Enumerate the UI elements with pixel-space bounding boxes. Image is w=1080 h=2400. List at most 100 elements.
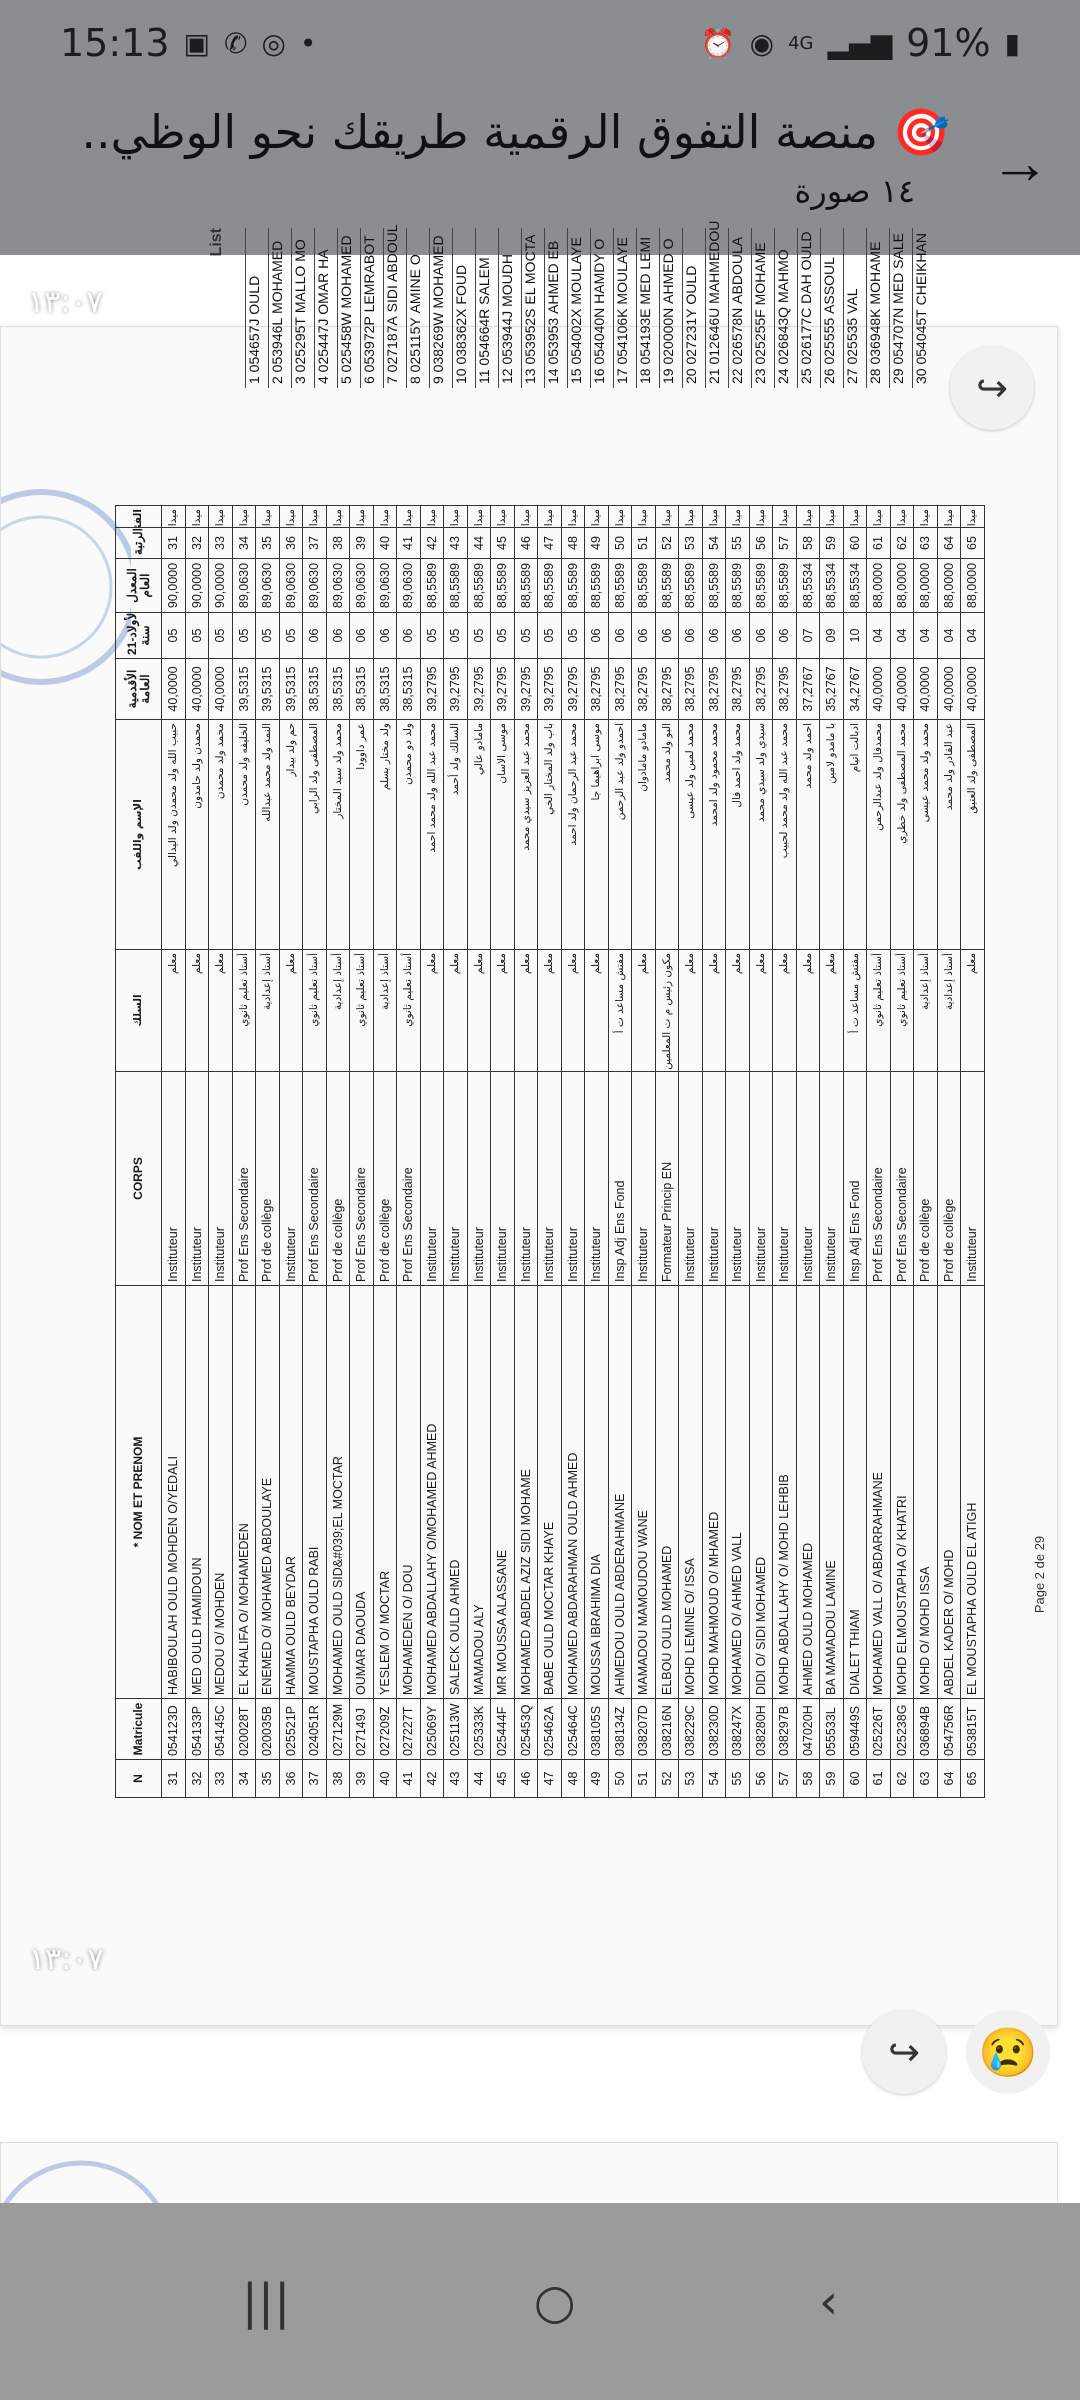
table-cell: 88,5534 [819,558,843,613]
recents-button[interactable]: ||| [241,2273,291,2330]
table-cell: 05 [185,612,209,659]
previous-page-row: 12 053944J MOUDH [498,228,521,388]
table-cell: 05 [161,612,185,659]
navigation-bar: ||| ○ ‹ [0,2203,1080,2400]
table-cell: 06 [584,612,608,659]
previous-page-image[interactable]: 1 054657J OULD 2 053946L MOHAMED 3 025295T… [245,221,935,388]
row-matricule: 053944J [499,310,515,365]
table-cell: 34 [232,527,256,559]
table-cell: 88,5589 [655,558,679,613]
table-row: 43 025113W SALECK OULD AHMED Instituteur معل… [443,505,467,1798]
table-cell: 88,5589 [584,558,608,613]
document-image[interactable]: N Matricule * NOM ET PRENOM CORPS السلك الإسم… [0,326,1058,2026]
table-cell: 56 [749,1759,773,1798]
table-cell: 40,0000 [913,658,937,720]
table-cell: 88,0000 [866,558,890,613]
table-cell: 38,5315 [373,658,397,720]
table-cell: معلم [819,949,843,1072]
table-cell: 04 [960,612,984,659]
table-row: 63 036894B MOHD O/ MOHD ISSA Prof de collèg… [913,505,937,1798]
row-number: 7 [384,372,400,384]
row-name: EL MOCTA [522,234,538,305]
table-row: 32 054133P MED OULD HAMIDOUN Instituteur معل… [185,505,209,1798]
home-button[interactable]: ○ [533,2273,576,2330]
previous-page-row: 23 025255F MOHAME [751,228,774,388]
table-cell: ميداني [937,505,961,528]
table-cell: MOHAMED OULD SID&#039;EL MOCTAR [326,1285,350,1699]
row-matricule: 054045T [913,309,929,365]
table-cell: معلم [796,949,820,1072]
table-cell: Prof de collège [326,1071,350,1286]
table-cell: 05 [232,612,256,659]
table-cell: 63 [913,1759,937,1798]
table-cell: 020028T [232,1698,256,1760]
table-cell: محمد عبد الرحمان ولد احمد [561,719,585,950]
row-name: VAL [844,288,860,314]
table-cell: عمر داوودا [349,719,373,950]
row-name: ABDOULA [729,236,745,304]
table-cell: 05 [514,612,538,659]
table-cell: EL MOUSTAPHA OULD EL ATIGH [960,1285,984,1699]
row-matricule: 026578N [729,307,745,365]
table-cell: حبيب الله ولد محمدن ولد اليدالي [161,719,185,950]
table-cell: 027129M [326,1698,350,1760]
table-cell: MOHD ELMOUSTAPHA O/ KHATRI [890,1285,914,1699]
table-cell: 64 [937,1759,961,1798]
table-cell: 05 [537,612,561,659]
previous-page-row: 14 053953 AHMED EB [544,228,567,388]
arrow-icon[interactable]: → [990,129,1050,196]
row-name: MALLO MO [292,239,308,314]
table-cell: 027227T [396,1698,420,1760]
table-row: 37 024051R MOUSTAPHA OULD RABI Prof Ens Sec… [302,505,326,1798]
alarm-icon: ⏰ [700,26,736,60]
forward-button[interactable]: ↪ [862,2010,946,2094]
table-cell: 053815T [960,1698,984,1760]
table-cell: معلم [749,949,773,1072]
table-cell: 40 [373,527,397,559]
table-cell: ميداني [678,505,702,528]
table-cell: ميداني [960,505,984,528]
row-name: ASSOUL [821,257,837,314]
table-cell: MOHAMED ABDEL AZIZ SIDI MOHAME [514,1285,538,1699]
column-header: المعدل العام [115,558,162,613]
table-row: 34 020028T EL KHALIFA O/ MOHAMEDEN Prof Ens… [232,505,256,1798]
table-cell: 09 [819,612,843,659]
table-cell: Instituteur [279,1071,303,1286]
table-cell: 40 [373,1759,397,1798]
table-cell: 025453Q [514,1698,538,1760]
table-cell: 05 [255,612,279,659]
table-cell: ولد مختار يسلم [373,719,397,950]
forward-button[interactable]: ↪ [950,346,1034,430]
table-cell: 43 [443,1759,467,1798]
row-name: MOULAYE [568,237,584,305]
previous-page-row: 8 025115Y AMINE O [406,228,429,388]
row-name: LEMRABOT [361,235,377,313]
row-matricule: 053952S [522,308,538,365]
table-cell: مكون رئيس م ت المعلمين [655,949,679,1072]
table-cell: 40,0000 [866,658,890,720]
reaction-emoji[interactable]: 😢 [966,2010,1050,2094]
table-cell: 65 [960,527,984,559]
previous-page-row: 4 025447J OMAR HA [314,228,337,388]
table-cell: 59 [819,527,843,559]
table-cell: 62 [890,1759,914,1798]
table-cell: 06 [608,612,632,659]
gallery-icon: ▣ [183,26,210,60]
row-name: OMAR HA [315,249,331,315]
row-matricule: 020000N [660,307,676,365]
back-button[interactable]: ‹ [819,2273,839,2330]
table-cell: 06 [725,612,749,659]
row-number: 20 [683,364,699,384]
table-cell: البو ولد محمد [655,719,679,950]
table-cell: 33 [208,527,232,559]
row-name: FOUD [453,264,469,305]
column-header: CORPS [115,1071,162,1286]
table-cell: 025464C [561,1698,585,1760]
table-row: 42 025069Y MOHAMED ABDALLAHY O/MOHAMED AHM… [420,505,444,1798]
table-cell: الخليفه ولد محمدن [232,719,256,950]
table-cell: 54 [702,1759,726,1798]
row-number: 17 [614,364,630,384]
row-matricule: 038269W [430,312,446,373]
previous-page-row: 17 054106K MOULAYE [613,228,636,388]
table-cell: محمد ولد محمد عيسى [913,719,937,950]
